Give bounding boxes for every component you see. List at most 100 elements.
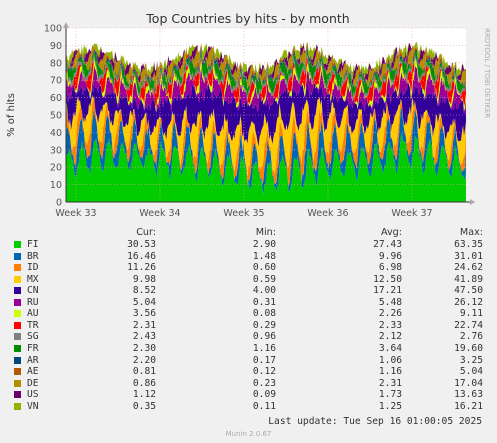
legend-swatch — [14, 264, 21, 272]
area-cn — [66, 79, 466, 147]
legend-avg-value: 12.50 — [373, 273, 402, 285]
legend-max-value: 16.21 — [454, 400, 483, 412]
legend-series-name: FR — [27, 342, 39, 354]
legend-cur-value: 3.56 — [132, 308, 156, 320]
legend-series-name: DE — [27, 377, 39, 389]
legend-row-au: AU 3.56 0.08 2.26 9.11 — [0, 308, 497, 320]
legend-swatch — [14, 310, 21, 318]
legend-series-name: AU — [27, 308, 39, 320]
legend-series-name: US — [27, 389, 39, 401]
legend-cur-value: 8.52 — [132, 285, 156, 297]
legend-series-name: CN — [27, 285, 39, 297]
legend-row-br: BR 16.46 1.48 9.96 31.01 — [0, 251, 497, 263]
x-tick-label: Week 36 — [307, 208, 348, 219]
legend-row-mx: MX 9.98 0.59 12.50 41.89 — [0, 274, 497, 286]
x-tick-label: Week 33 — [55, 208, 96, 219]
legend-series-name: VN — [27, 400, 39, 412]
legend-swatch — [14, 391, 21, 399]
legend-avg-value: 27.43 — [373, 239, 402, 250]
legend-max-value: 22.74 — [454, 319, 483, 331]
legend-min-value: 0.31 — [252, 296, 276, 308]
x-tick-label: Week 35 — [223, 208, 264, 219]
area-vn — [66, 42, 466, 81]
col-avg-header: Avg: — [380, 227, 402, 238]
legend-max-value: 9.11 — [459, 308, 483, 320]
legend-cur-value: 16.46 — [127, 250, 156, 262]
legend-cur-value: 9.98 — [132, 273, 156, 285]
area-br — [66, 108, 466, 195]
legend-max-value: 5.04 — [459, 366, 483, 378]
legend-min-value: 0.60 — [252, 262, 276, 274]
legend-max-value: 13.63 — [454, 389, 483, 401]
legend-row-ar: AR 2.20 0.17 1.06 3.25 — [0, 355, 497, 367]
legend-swatch — [14, 252, 21, 260]
x-axis-arrow — [470, 199, 475, 205]
legend-swatch — [14, 321, 21, 329]
legend-cur-value: 0.81 — [132, 366, 156, 378]
legend-min-value: 0.12 — [252, 366, 276, 378]
legend-max-value: 3.25 — [459, 354, 483, 366]
area-us — [66, 42, 466, 86]
legend-row-cn: CN 8.52 4.00 17.21 47.50 — [0, 285, 497, 297]
legend-cur-value: 2.30 — [132, 342, 156, 354]
legend-swatch — [14, 379, 21, 387]
legend-cur-value: 0.35 — [132, 400, 156, 412]
last-update: Last update: Tue Sep 16 01:00:05 2025 — [268, 416, 482, 427]
col-min-header: Min: — [255, 227, 276, 238]
legend-max-value: 26.12 — [454, 296, 483, 308]
legend-cur-value: 1.12 — [132, 389, 156, 401]
legend-swatch — [14, 298, 21, 306]
legend-row-de: DE 0.86 0.23 2.31 17.04 — [0, 378, 497, 390]
legend-max-value: 2.76 — [459, 331, 483, 343]
y-tick-label: 50 — [50, 111, 62, 122]
legend-max-value: 17.04 — [454, 377, 483, 389]
legend-max-value: 63.35 — [454, 239, 483, 250]
legend-max-value: 47.50 — [454, 285, 483, 297]
legend-avg-value: 17.21 — [373, 285, 402, 297]
y-ticks: 0 10 20 30 40 50 60 70 80 90 100 — [44, 24, 62, 209]
legend-swatch — [14, 287, 21, 295]
legend-row-fr: FR 2.30 1.16 3.64 19.60 — [0, 343, 497, 355]
legend-series-name: BR — [27, 250, 39, 262]
legend-row-us: US 1.12 0.09 1.73 13.63 — [0, 389, 497, 401]
side-label: RRDTOOL / TOBI OETIKER — [483, 28, 491, 118]
y-axis-arrow — [63, 22, 69, 28]
legend-avg-value: 6.98 — [378, 262, 402, 274]
area-mx — [66, 94, 466, 177]
legend-swatch — [14, 241, 21, 248]
x-tick-label: Week 37 — [391, 208, 432, 219]
x-ticks: Week 33 Week 34 Week 35 Week 36 Week 37 — [55, 208, 432, 219]
legend-row-sg: SG 2.43 0.96 2.12 2.76 — [0, 331, 497, 343]
legend-min-value: 0.59 — [252, 273, 276, 285]
y-tick-label: 80 — [50, 58, 62, 69]
legend-row-id: ID 11.26 0.60 6.98 24.62 — [0, 262, 497, 274]
legend-avg-value: 1.16 — [378, 366, 402, 378]
legend-min-value: 4.00 — [252, 285, 276, 297]
y-axis-label: % of hits — [6, 93, 17, 137]
legend-min-value: 0.96 — [252, 331, 276, 343]
legend-series-name: SG — [27, 331, 39, 343]
legend-row-tr: TR 2.31 0.29 2.33 22.74 — [0, 320, 497, 332]
legend-max-value: 41.89 — [454, 273, 483, 285]
generator-label: Munin 2.0.67 — [225, 430, 272, 438]
legend-swatch — [14, 333, 21, 341]
y-tick-label: 100 — [44, 24, 62, 35]
legend-series-name: ID — [27, 262, 39, 274]
legend-cur-value: 2.31 — [132, 319, 156, 331]
legend-min-value: 0.29 — [252, 319, 276, 331]
legend-row-ru: RU 5.04 0.31 5.48 26.12 — [0, 297, 497, 309]
area-sg — [66, 54, 466, 102]
col-max-header: Max: — [459, 227, 483, 238]
legend-avg-value: 2.26 — [378, 308, 402, 320]
legend-header: Cur: Min: Avg: Max: — [0, 227, 497, 239]
legend-series-name: TR — [27, 319, 39, 331]
legend-swatch — [14, 356, 21, 364]
legend-avg-value: 9.96 — [378, 250, 402, 262]
legend-min-value: 1.48 — [252, 250, 276, 262]
legend-avg-value: 5.48 — [378, 296, 402, 308]
y-tick-label: 90 — [50, 41, 62, 52]
legend-cur-value: 2.20 — [132, 354, 156, 366]
legend-cur-value: 0.86 — [132, 377, 156, 389]
legend-swatch — [14, 275, 21, 283]
